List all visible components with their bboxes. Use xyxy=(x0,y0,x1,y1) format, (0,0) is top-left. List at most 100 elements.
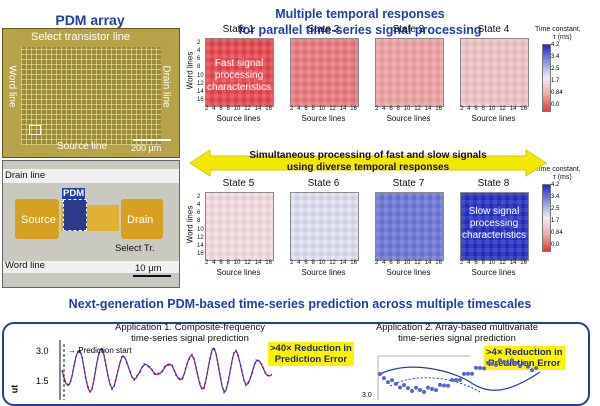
x-tick: 14 xyxy=(509,106,517,112)
source-lines-axis-label: Source lines xyxy=(386,114,431,123)
colorbar-tick: 0.0 xyxy=(551,242,560,248)
x-tick: 6 xyxy=(219,106,223,112)
y-tick: 14 xyxy=(197,242,204,249)
colorbar-tick: 4.2 xyxy=(551,42,560,48)
app1-title: Application 1. Composite-frequency time-… xyxy=(115,322,265,344)
source-line-ticks: 2 4 6 8 10 12 14 16 xyxy=(460,106,527,112)
pdm-array-photo: Select transistor line Word line Drain l… xyxy=(2,28,180,158)
pdm-device-label: PDM xyxy=(62,188,86,199)
scatter-point xyxy=(418,388,422,392)
x-tick: 2 xyxy=(290,260,294,266)
scatter-point xyxy=(402,383,406,387)
x-tick: 14 xyxy=(254,106,262,112)
scatter-point xyxy=(398,385,402,390)
x-tick: 6 xyxy=(219,260,223,266)
scatter-point xyxy=(478,366,482,370)
x-tick: 10 xyxy=(403,260,411,266)
x-tick: 2 xyxy=(375,106,379,112)
y-tick: 2 xyxy=(197,40,201,46)
prediction-start-label: → Prediction start xyxy=(68,346,132,355)
state-heatmap xyxy=(290,192,359,261)
scatter-point xyxy=(394,381,398,386)
y-tick: 14 xyxy=(197,88,204,95)
y-tick: 6 xyxy=(197,56,201,63)
x-tick: 4 xyxy=(297,106,301,112)
scatter-point xyxy=(490,361,494,366)
scatter-point xyxy=(450,378,454,382)
y-tick: 12 xyxy=(197,80,204,87)
colorbar-ticks: 4.2 3.4 2.5 1.7 0.84 0.0 xyxy=(551,182,563,248)
pdm-array-title: PDM array xyxy=(55,12,125,28)
x-tick: 10 xyxy=(318,260,326,266)
main-title-line2: for parallel time-series signal processi… xyxy=(238,23,482,37)
x-tick: 6 xyxy=(304,106,308,112)
scatter-point xyxy=(434,388,438,393)
y-tick: 4 xyxy=(197,48,201,55)
word-line-ticks: 2 4 6 8 10 12 14 16 xyxy=(197,40,204,103)
y-tick: 4 xyxy=(197,202,201,209)
scatter-point xyxy=(530,368,534,373)
scatter-point xyxy=(430,387,434,391)
x-tick: 12 xyxy=(414,106,421,112)
scatter-point xyxy=(534,366,538,371)
source-lines-axis-label: Source lines xyxy=(216,268,261,277)
x-tick: 12 xyxy=(499,260,506,266)
source-line-ticks: 2 4 6 8 10 12 14 16 xyxy=(375,260,442,266)
x-tick: 12 xyxy=(329,260,336,266)
colorbar-top: Time constant, τ (ms) 4.2 3.4 2.5 1.7 0.84 0.… xyxy=(533,26,593,138)
x-tick: 2 xyxy=(460,260,464,266)
scatter-point xyxy=(414,385,418,390)
scatter-point xyxy=(498,358,502,363)
bottom-title: Next-generation PDM-based time-series pr… xyxy=(68,297,532,311)
zoom-word-line-label: Word line xyxy=(5,260,45,271)
x-tick: 10 xyxy=(318,106,326,112)
app1-waveform xyxy=(59,340,272,400)
x-tick: 12 xyxy=(499,106,506,112)
slow-signal-overlay: Slow signal processing characteristics xyxy=(462,206,526,241)
scatter-point xyxy=(474,365,478,370)
x-tick: 8 xyxy=(481,260,485,266)
y-tick: 8 xyxy=(197,64,201,71)
scatter-point xyxy=(466,371,470,376)
source-lines-axis-label: Source lines xyxy=(301,114,346,123)
x-tick: 4 xyxy=(382,106,386,112)
main-title-line1: Multiple temporal responses xyxy=(275,7,445,21)
scale-bar-label: 200 μm xyxy=(131,143,162,153)
y-tick: 6 xyxy=(197,210,201,217)
source-lines-axis-label: Source lines xyxy=(471,268,516,277)
x-tick: 2 xyxy=(205,106,209,112)
state-heatmap xyxy=(460,192,529,261)
x-tick: 6 xyxy=(474,106,478,112)
x-tick: 14 xyxy=(424,260,432,266)
x-tick: 4 xyxy=(212,260,216,266)
source-lines-axis-label: Source lines xyxy=(301,268,346,277)
scatter-point xyxy=(446,383,450,388)
scatter-point xyxy=(454,378,458,382)
source-line-ticks: 2 4 6 8 10 12 14 16 xyxy=(460,260,527,266)
app1-ylabel: ut xyxy=(9,384,20,394)
state-heatmap xyxy=(290,38,359,107)
scale-bar xyxy=(133,139,171,141)
x-tick: 6 xyxy=(389,106,393,112)
zoom-drain-line-label: Drain line xyxy=(5,170,46,181)
colorbar-gradient xyxy=(542,44,551,112)
x-tick: 14 xyxy=(254,260,262,266)
x-tick: 12 xyxy=(244,106,251,112)
scatter-point xyxy=(470,371,474,376)
scatter-point xyxy=(406,386,410,391)
scatter-point xyxy=(506,362,510,367)
state-label: State 3 xyxy=(392,24,425,35)
x-tick: 16 xyxy=(265,260,272,266)
state-label: State 2 xyxy=(307,24,340,35)
x-tick: 12 xyxy=(414,260,421,266)
state-label: State 6 xyxy=(307,178,340,189)
state-label: State 5 xyxy=(222,178,255,189)
x-tick: 8 xyxy=(226,106,230,112)
colorbar-tick: 0.84 xyxy=(551,230,563,236)
word-lines-axis-label: Word lines xyxy=(185,205,195,244)
source-line-label: Source line xyxy=(57,141,108,152)
scatter-point xyxy=(522,361,526,366)
state-heatmap xyxy=(375,38,444,107)
scatter-point xyxy=(438,382,442,387)
scatter-point xyxy=(514,361,518,365)
